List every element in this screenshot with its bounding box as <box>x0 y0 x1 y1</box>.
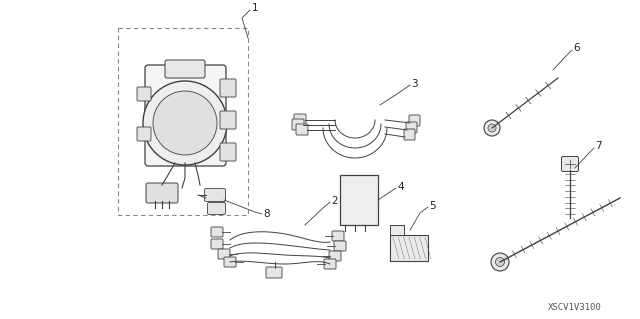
FancyBboxPatch shape <box>220 79 236 97</box>
Text: 4: 4 <box>397 182 404 192</box>
Circle shape <box>153 91 217 155</box>
Circle shape <box>495 257 504 266</box>
FancyBboxPatch shape <box>137 127 151 141</box>
FancyBboxPatch shape <box>224 257 236 267</box>
FancyBboxPatch shape <box>404 129 415 140</box>
Text: 3: 3 <box>411 79 418 89</box>
Text: XSCV1V3100: XSCV1V3100 <box>548 303 602 313</box>
Text: 1: 1 <box>252 3 259 13</box>
Text: 2: 2 <box>331 196 338 206</box>
Text: 6: 6 <box>573 43 580 53</box>
FancyBboxPatch shape <box>145 65 226 166</box>
FancyBboxPatch shape <box>211 227 223 237</box>
Text: 8: 8 <box>263 209 269 219</box>
Text: 5: 5 <box>429 201 436 211</box>
FancyBboxPatch shape <box>218 249 230 259</box>
FancyBboxPatch shape <box>334 241 346 251</box>
FancyBboxPatch shape <box>332 231 344 241</box>
FancyBboxPatch shape <box>165 60 205 78</box>
FancyBboxPatch shape <box>324 259 336 269</box>
FancyBboxPatch shape <box>406 122 417 133</box>
FancyBboxPatch shape <box>294 114 306 125</box>
FancyBboxPatch shape <box>146 183 178 203</box>
FancyBboxPatch shape <box>390 235 428 261</box>
Circle shape <box>143 81 227 165</box>
FancyBboxPatch shape <box>220 111 236 129</box>
Text: 7: 7 <box>595 141 602 151</box>
FancyBboxPatch shape <box>340 175 378 225</box>
FancyBboxPatch shape <box>409 115 420 126</box>
FancyBboxPatch shape <box>266 267 282 278</box>
FancyBboxPatch shape <box>220 143 236 161</box>
Circle shape <box>484 120 500 136</box>
Circle shape <box>491 253 509 271</box>
FancyBboxPatch shape <box>211 239 223 249</box>
FancyBboxPatch shape <box>205 189 225 202</box>
FancyBboxPatch shape <box>390 225 404 235</box>
FancyBboxPatch shape <box>329 251 341 261</box>
FancyBboxPatch shape <box>561 157 579 172</box>
Circle shape <box>488 124 496 132</box>
Bar <box>118 28 248 215</box>
FancyBboxPatch shape <box>296 124 308 135</box>
FancyBboxPatch shape <box>207 203 225 214</box>
FancyBboxPatch shape <box>292 119 304 130</box>
FancyBboxPatch shape <box>137 87 151 101</box>
